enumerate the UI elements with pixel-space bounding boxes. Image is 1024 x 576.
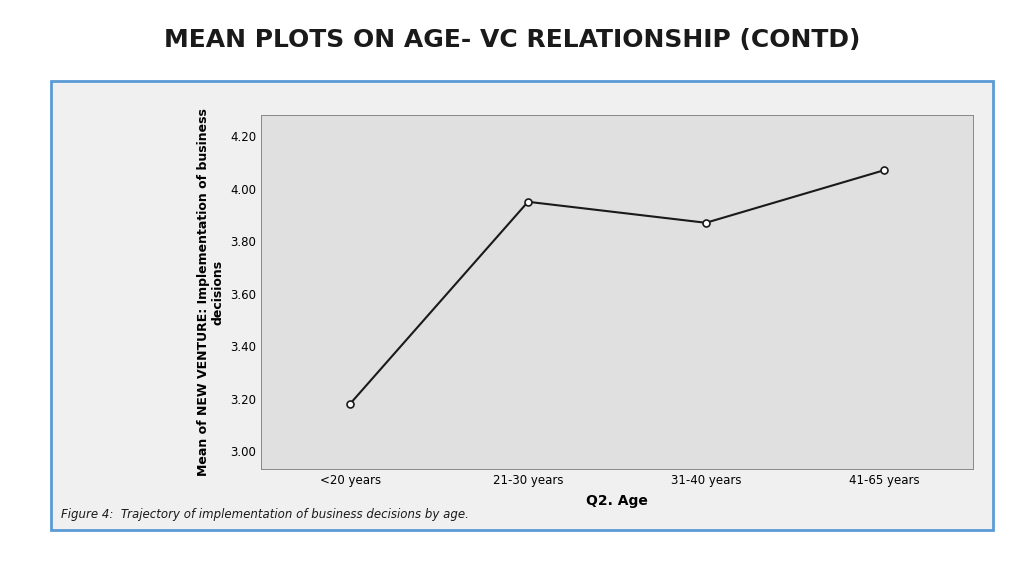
FancyBboxPatch shape <box>51 81 993 530</box>
Text: MEAN PLOTS ON AGE- VC RELATIONSHIP (CONTD): MEAN PLOTS ON AGE- VC RELATIONSHIP (CONT… <box>164 28 860 52</box>
Text: Figure 4:  Trajectory of implementation of business decisions by age.: Figure 4: Trajectory of implementation o… <box>61 508 469 521</box>
Y-axis label: Mean of NEW VENTURE: Implementation of business
decisions: Mean of NEW VENTURE: Implementation of b… <box>197 108 224 476</box>
X-axis label: Q2. Age: Q2. Age <box>586 494 648 508</box>
